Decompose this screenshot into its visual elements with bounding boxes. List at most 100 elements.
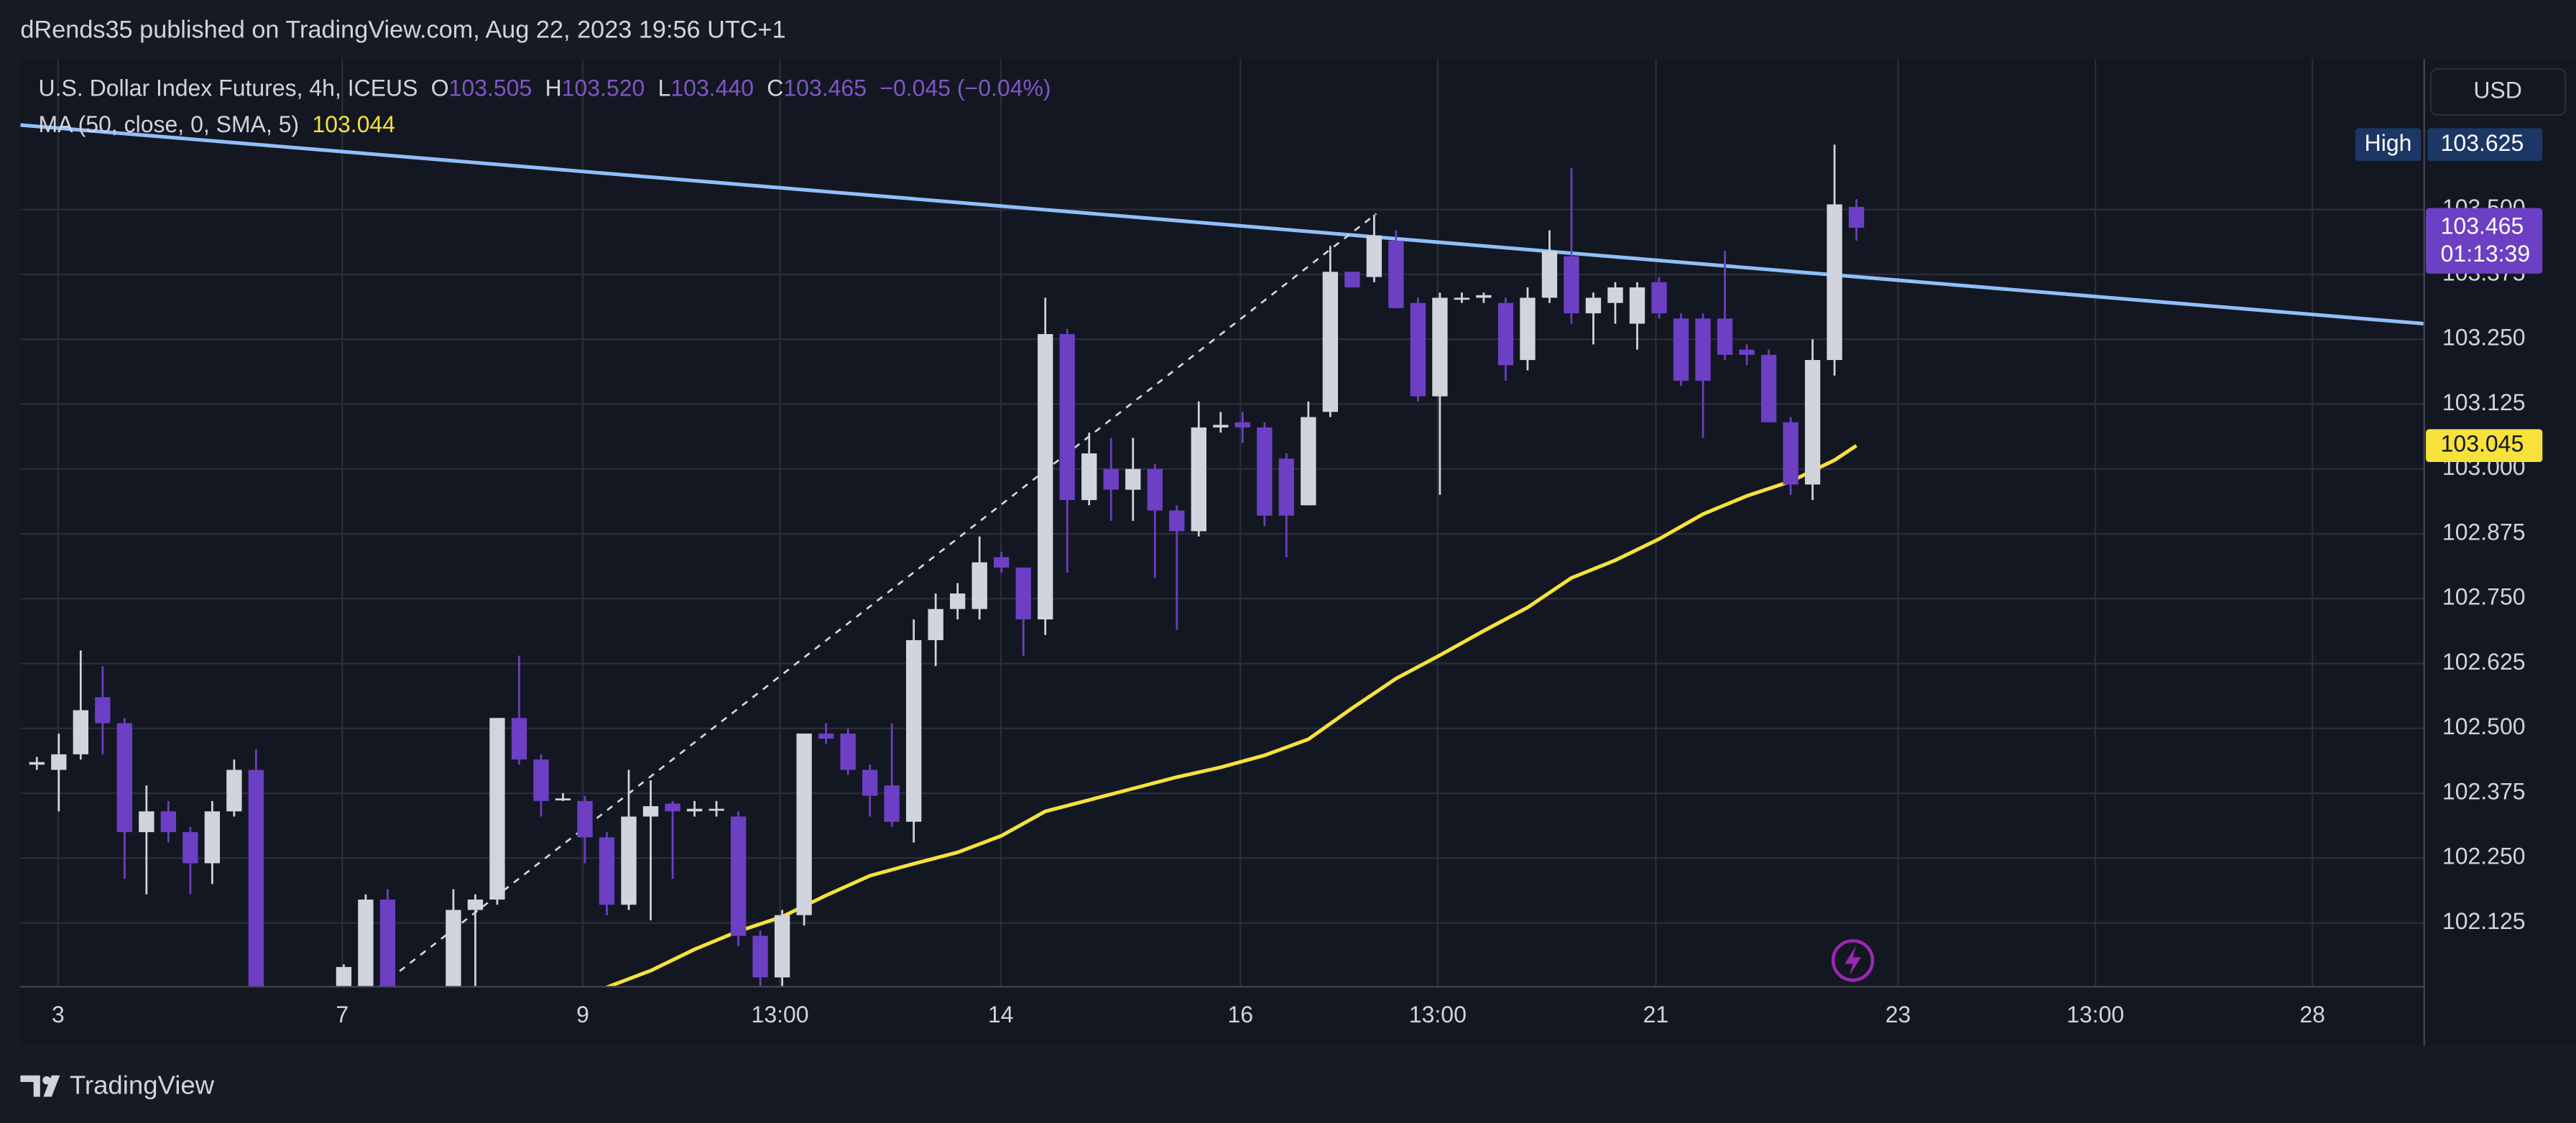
candle-body <box>1585 297 1602 314</box>
dashed-line <box>378 213 1377 987</box>
y-tick-label: 102.125 <box>2442 908 2526 934</box>
countdown: 01:13:39 <box>2441 241 2531 267</box>
candle-body <box>1717 318 1733 355</box>
candle-body <box>1783 422 1799 485</box>
grid <box>20 59 2424 987</box>
candle-body <box>204 811 221 864</box>
o-label: O <box>431 75 449 101</box>
candle-body <box>1476 295 1492 298</box>
x-tick-label: 7 <box>336 1002 348 1027</box>
candle-body <box>1103 468 1119 490</box>
candle-body <box>1804 360 1821 485</box>
candle-body <box>183 832 198 864</box>
candle-body <box>665 803 680 812</box>
candle-body <box>1520 297 1536 361</box>
currency-button[interactable] <box>2429 68 2567 116</box>
x-tick-label: 23 <box>1885 1002 1911 1027</box>
candle-body <box>248 770 264 987</box>
x-tick-label: 21 <box>1643 1002 1669 1027</box>
candle-body <box>1191 427 1206 532</box>
candle-body <box>1848 207 1865 228</box>
y-tick-label: 102.750 <box>2442 584 2526 610</box>
high-price: 103.625 <box>2441 130 2524 156</box>
candle-body <box>994 557 1010 568</box>
candle-body <box>1629 287 1645 324</box>
candle-body <box>1257 427 1273 516</box>
candle-body <box>1322 272 1339 412</box>
x-tick-label: 3 <box>52 1002 65 1027</box>
candle-body <box>1410 302 1426 397</box>
x-tick-label: 28 <box>2299 1002 2325 1027</box>
candle-body <box>1739 349 1755 355</box>
c-label: C <box>767 75 783 101</box>
candle-body <box>160 811 177 833</box>
change: −0.045 (−0.04%) <box>880 75 1051 101</box>
candle-body <box>1388 240 1404 308</box>
candle-body <box>884 785 900 822</box>
y-tick-label: 103.125 <box>2442 389 2526 415</box>
candle-body <box>446 910 461 987</box>
candle-body <box>1541 251 1558 298</box>
h-label: H <box>545 75 562 101</box>
candle-body <box>1454 297 1470 300</box>
candle-body <box>1169 510 1185 532</box>
y-tick-label: 103.250 <box>2442 325 2526 351</box>
c-value: 103.465 <box>783 75 867 101</box>
flash-icon[interactable] <box>1831 939 1875 982</box>
candle-body <box>818 733 834 739</box>
candle-body <box>29 762 45 765</box>
candle-body <box>730 816 747 936</box>
published-text: dRends35 published on TradingView.com, A… <box>20 16 785 43</box>
candle-body <box>950 593 966 609</box>
ma-price-box <box>2426 429 2543 463</box>
ma-price: 103.045 <box>2441 431 2524 457</box>
candle-body <box>73 710 88 754</box>
candle-body <box>1038 333 1053 620</box>
candle-body <box>1432 297 1448 397</box>
candle-body <box>1497 302 1514 366</box>
x-tick-label: 9 <box>576 1002 589 1027</box>
candle-body <box>95 697 111 724</box>
y-tick-label: 102.625 <box>2442 649 2526 675</box>
candle-body <box>1147 468 1163 511</box>
brand: TradingView <box>70 1070 215 1099</box>
candle-body <box>1651 282 1667 314</box>
candle-body <box>1760 354 1777 422</box>
candle-body <box>1213 425 1229 428</box>
candle-body <box>599 837 615 905</box>
candle-body <box>489 718 505 900</box>
high-label-box <box>2355 128 2422 162</box>
candle-body <box>1278 458 1295 516</box>
last-price-box <box>2426 208 2543 274</box>
ma-name: MA (50, close, 0, SMA, 5) <box>39 111 300 137</box>
plot <box>20 123 2424 987</box>
o-value: 103.505 <box>449 75 532 101</box>
candle-body <box>774 915 790 978</box>
x-tick-label: 14 <box>988 1002 1014 1027</box>
ma-value: 103.044 <box>312 111 395 137</box>
overlay-line <box>20 123 2424 326</box>
candle-body <box>555 798 571 800</box>
flash-bolt <box>1845 946 1861 976</box>
candle-body <box>577 800 593 838</box>
candle-body <box>1125 468 1141 490</box>
candle-body <box>1564 256 1579 314</box>
candle-body <box>1059 333 1075 501</box>
symbol: U.S. Dollar Index Futures, 4h, ICEUS <box>39 75 418 101</box>
candle-body <box>358 900 374 987</box>
currency[interactable]: USD <box>2473 77 2522 103</box>
candle-body <box>379 900 396 987</box>
overlay-line <box>606 444 1857 987</box>
candle-body <box>621 816 637 905</box>
plot-background <box>20 59 2576 1046</box>
candle-body <box>1344 272 1360 287</box>
candle-body <box>1081 453 1097 501</box>
candle-body <box>226 770 242 812</box>
h-value: 103.520 <box>562 75 645 101</box>
candle-body <box>862 770 878 796</box>
candle-body <box>752 935 768 978</box>
last-price: 103.465 <box>2441 213 2524 239</box>
candle-body <box>1827 204 1842 361</box>
high-label: High <box>2365 130 2412 156</box>
